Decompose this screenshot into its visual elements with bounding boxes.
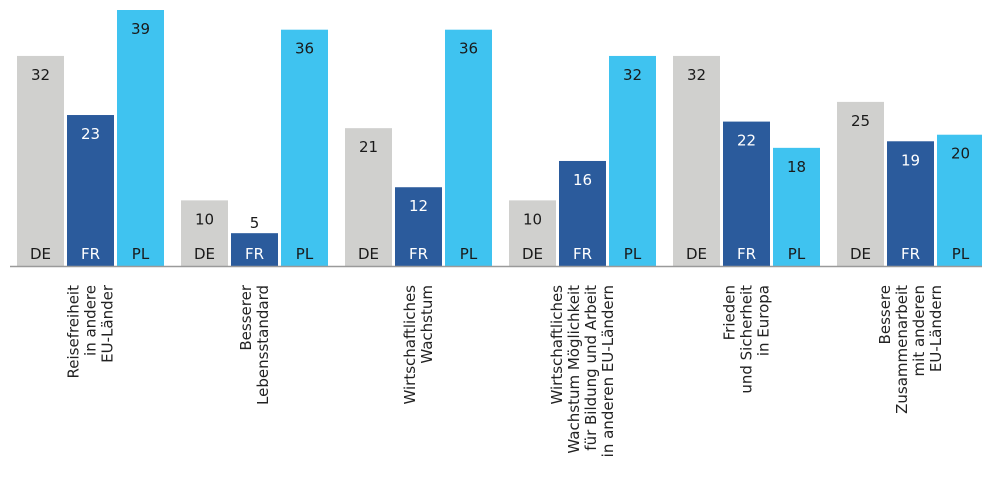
bar <box>723 121 770 266</box>
value-label: 12 <box>409 197 428 215</box>
bar <box>773 147 820 266</box>
value-label: 10 <box>523 210 542 228</box>
series-label: FR <box>901 245 920 263</box>
category-label: und Sicherheit <box>738 285 756 394</box>
bar <box>509 200 556 266</box>
category-label: in andere <box>82 285 100 356</box>
bar <box>67 115 114 267</box>
series-label: DE <box>194 245 215 263</box>
series-label: PL <box>132 245 150 263</box>
value-label: 36 <box>459 40 478 58</box>
category-label: Frieden <box>721 285 739 340</box>
series-label: PL <box>296 245 314 263</box>
series-label: FR <box>81 245 100 263</box>
value-label: 20 <box>951 145 970 163</box>
bar <box>837 101 884 267</box>
value-label: 16 <box>573 171 592 189</box>
series-label: PL <box>952 245 970 263</box>
series-label: DE <box>850 245 871 263</box>
value-label: 36 <box>295 40 314 58</box>
category-label: Wirtschaftliches <box>548 285 566 405</box>
bar <box>345 128 392 266</box>
bar <box>559 160 606 266</box>
bar <box>117 10 164 266</box>
category-label: Besserer <box>237 284 255 350</box>
category-label: Wachstum Möglichkeit <box>565 285 583 454</box>
bar <box>937 134 982 266</box>
bar <box>887 141 934 266</box>
bar <box>181 200 228 266</box>
bar <box>673 55 720 267</box>
value-label: 39 <box>131 20 150 38</box>
series-label: DE <box>522 245 543 263</box>
bar <box>231 233 278 266</box>
value-label: 32 <box>687 66 706 84</box>
category-label: Lebensstandard <box>254 285 272 405</box>
category-label: Wachstum <box>418 285 436 364</box>
category-label: Reisefreiheit <box>65 285 83 379</box>
series-label: FR <box>737 245 756 263</box>
bar <box>445 29 492 267</box>
category-label: mit anderen <box>910 285 928 376</box>
series-label: FR <box>573 245 592 263</box>
category-label: in anderen EU-Ländern <box>599 285 617 457</box>
bar <box>395 187 442 266</box>
series-label: FR <box>409 245 428 263</box>
bar <box>17 55 64 267</box>
category-label: Bessere <box>876 285 894 344</box>
series-label: PL <box>624 245 642 263</box>
value-label: 18 <box>787 158 806 176</box>
value-label: 25 <box>851 112 870 130</box>
value-label: 10 <box>195 210 214 228</box>
value-label: 19 <box>901 151 920 169</box>
value-label: 23 <box>81 125 100 143</box>
category-label: EU-Ländern <box>927 285 945 372</box>
value-label: 32 <box>31 66 50 84</box>
bar <box>609 55 656 267</box>
category-label: Wirtschaftliches <box>401 285 419 405</box>
value-label: 32 <box>623 66 642 84</box>
series-label: PL <box>788 245 806 263</box>
value-label: 21 <box>359 138 378 156</box>
series-label: DE <box>358 245 379 263</box>
value-label: 5 <box>250 214 260 232</box>
category-label: EU-Länder <box>99 284 117 363</box>
series-label: DE <box>30 245 51 263</box>
category-label: für Bildung und Arbeit <box>582 285 600 451</box>
series-label: DE <box>686 245 707 263</box>
bar <box>281 29 328 267</box>
category-label: in Europa <box>755 285 773 356</box>
value-label: 22 <box>737 132 756 150</box>
series-label: PL <box>460 245 478 263</box>
series-label: FR <box>245 245 264 263</box>
category-label: Zusammenarbeit <box>893 285 911 414</box>
